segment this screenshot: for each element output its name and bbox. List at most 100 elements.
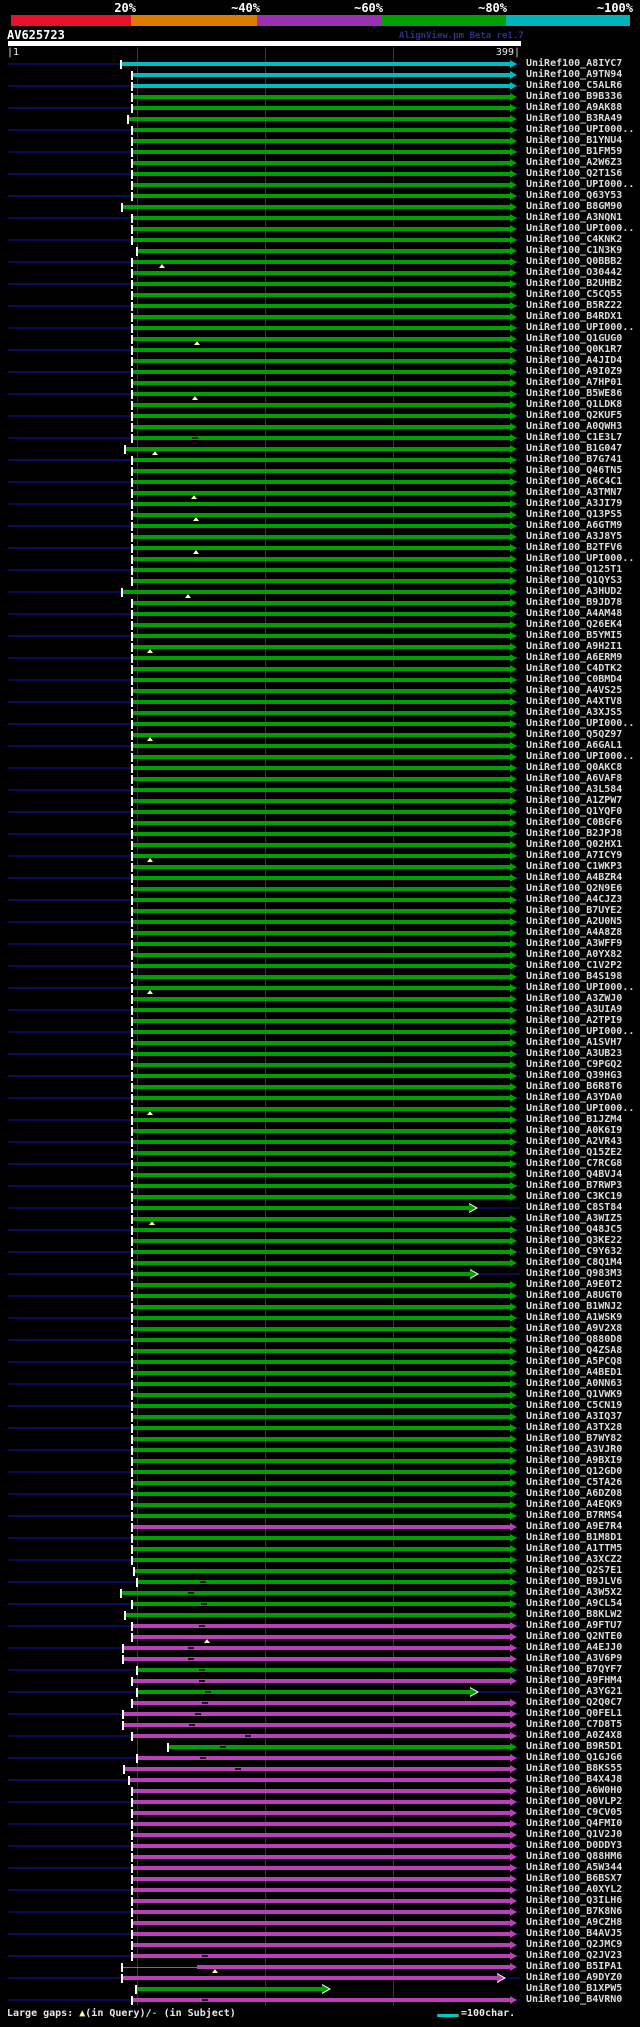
hit-start-tick [131,1556,133,1565]
hit-label: UniRef100_A9E0T2 [526,1279,623,1290]
alignment-row: UniRef100_C7D8T5 [0,1719,640,1731]
alignment-row: UniRef100_A2W6Z3 [0,157,640,169]
hit-bar [126,1613,510,1617]
hit-start-tick [131,412,133,421]
hit-label: UniRef100_A9AK88 [526,102,623,113]
hit-arrowhead-icon [510,1776,517,1784]
hit-arrowhead-icon [510,1589,517,1597]
hit-start-tick [131,148,133,157]
hit-start-tick [131,280,133,289]
scale-label-100: ~100% [596,1,633,15]
hit-arrowhead-icon [510,1842,517,1850]
app-title: AlignView.pm Beta re1.7 [399,31,524,41]
hit-label: UniRef100_A9TN94 [526,69,623,80]
alignment-row: UniRef100_Q48JC5 [0,1224,640,1236]
hit-start-tick [131,1699,133,1708]
query-gap-triangle-icon [194,341,200,345]
hit-bar [133,1492,510,1496]
hit-arrowhead-icon [470,1270,477,1278]
hit-bar [133,1206,469,1210]
hit-start-tick [131,1347,133,1356]
hit-start-tick [131,907,133,916]
alignment-row: UniRef100_A5PCQ8 [0,1356,640,1368]
hit-label: UniRef100_A2U0N5 [526,916,623,927]
hit-bar [133,95,510,99]
alignment-row: UniRef100_B1XPW5 [0,1983,640,1995]
hit-arrowhead-icon [510,478,517,486]
hit-arrowhead-icon [510,1633,517,1641]
hit-start-tick [131,93,133,102]
hit-label: UniRef100_UPI000.. [526,223,635,234]
hit-start-tick [131,489,133,498]
hit-arrowhead-icon [470,1688,477,1696]
hit-bar [133,183,510,187]
alignment-row: UniRef100_B7UYE2 [0,905,640,917]
hit-start-tick [131,1996,133,2005]
hit-start-tick [131,1600,133,1609]
large-gaps-legend: Large gaps: ▲(in Query)/- (in Subject) [7,2008,236,2019]
alignment-row: UniRef100_A9DYZ0 [0,1972,640,1984]
hit-bar [133,172,510,176]
alignment-row: UniRef100_A3XCZ2 [0,1554,640,1566]
hit-bar [133,436,510,440]
hit-label: UniRef100_UPI000.. [526,1026,635,1037]
hit-bar [133,1943,510,1947]
query-gap-triangle-icon [147,990,153,994]
hit-arrowhead-icon [510,1413,517,1421]
hit-label: UniRef100_Q0AKC8 [526,762,623,773]
hit-start-tick [131,192,133,201]
hit-start-tick [131,687,133,696]
hit-bar [133,1349,510,1353]
hit-arrowhead-icon [510,1809,517,1817]
hit-label: UniRef100_Q4FMI0 [526,1818,623,1829]
hit-start-tick [131,1248,133,1257]
subject-gap-notch [202,1955,208,1957]
subject-gap-notch [202,1999,208,2001]
hit-start-tick [131,1820,133,1829]
hit-arrowhead-icon [510,863,517,871]
hit-arrowhead-icon [510,951,517,959]
hit-arrowhead-icon [510,1226,517,1234]
hit-label: UniRef100_A4JID4 [526,355,623,366]
hit-bar [133,1393,510,1397]
hit-bar [122,1591,510,1595]
hit-label: UniRef100_C7RCG8 [526,1158,623,1169]
scale-label-80: ~80% [478,1,507,15]
hit-arrowhead-icon [510,1908,517,1916]
alignment-row: UniRef100_A2U0N5 [0,916,640,928]
alignment-row: UniRef100_C5ALR6 [0,80,640,92]
hit-label: UniRef100_A4A8Z8 [526,927,623,938]
hit-start-tick [131,214,133,223]
hit-bar [123,590,510,594]
hit-start-tick [136,1666,138,1675]
alignment-row: UniRef100_Q1GUG0 [0,333,640,345]
hit-bar [169,1745,510,1749]
hit-bar [133,887,510,891]
hit-label: UniRef100_Q88HM6 [526,1851,623,1862]
alignment-row: UniRef100_Q1YQF0 [0,806,640,818]
hit-label: UniRef100_C4KNK2 [526,234,623,245]
hit-start-tick [131,1468,133,1477]
alignment-row: UniRef100_Q12GD0 [0,1466,640,1478]
hit-label: UniRef100_A3W5X2 [526,1587,623,1598]
hit-arrowhead-icon [510,1215,517,1223]
hit-start-tick [131,170,133,179]
alignment-row: UniRef100_Q125T1 [0,564,640,576]
hit-label: UniRef100_A6GAL1 [526,740,623,751]
query-gap-triangle-icon [149,1221,155,1225]
hit-bar [133,139,510,143]
alignment-row: UniRef100_B8KS55 [0,1763,640,1775]
subject-gap-notch [200,1581,206,1583]
alignment-row: UniRef100_Q2KUF5 [0,410,640,422]
hit-label: UniRef100_A6GTM9 [526,520,623,531]
hit-arrowhead-icon [510,599,517,607]
hit-label: UniRef100_B1WNJ2 [526,1301,623,1312]
hit-bar [133,381,510,385]
hit-arrowhead-icon [510,401,517,409]
hit-start-tick [131,1677,133,1686]
hit-bar [133,337,510,341]
hit-start-tick [131,830,133,839]
hit-label: UniRef100_C1E3L7 [526,432,623,443]
hit-arrowhead-icon [510,775,517,783]
hit-label: UniRef100_Q2KUF5 [526,410,623,421]
